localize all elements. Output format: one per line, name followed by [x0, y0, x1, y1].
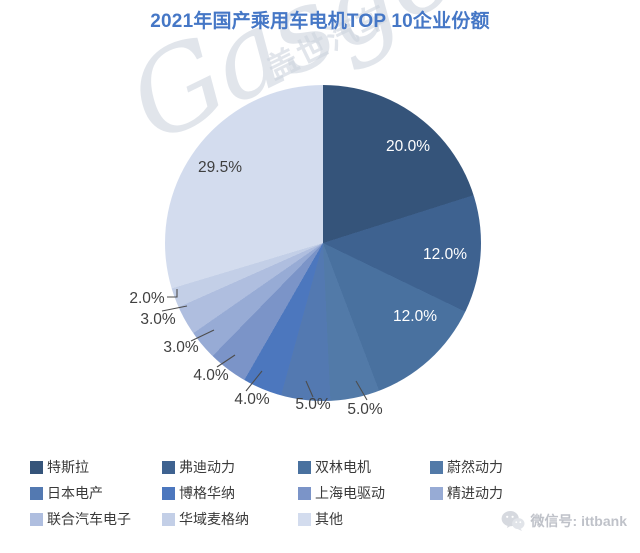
legend-label: 日本电产: [47, 485, 103, 501]
wechat-id: 微信号: ittbank: [530, 513, 627, 529]
legend-label: 双林电机: [315, 459, 371, 475]
legend-swatch: [430, 460, 443, 474]
legend-swatch: [298, 460, 311, 474]
legend-item: 双林电机: [298, 459, 430, 475]
leader-line: [161, 305, 188, 312]
pie-chart: [165, 85, 481, 401]
leader-line: [355, 380, 368, 401]
leader-line: [167, 289, 178, 298]
legend-swatch: [162, 486, 175, 500]
legend-label: 特斯拉: [47, 459, 89, 475]
slice-label: 5.0%: [295, 396, 331, 413]
legend-swatch: [30, 460, 43, 474]
legend-item: 弗迪动力: [162, 459, 298, 475]
legend-item: 上海电驱动: [298, 485, 430, 501]
slice-label: 5.0%: [347, 401, 383, 418]
legend-item: 博格华纳: [162, 485, 298, 501]
legend-swatch: [298, 486, 311, 500]
leader-line: [216, 354, 236, 368]
legend-label: 博格华纳: [179, 485, 235, 501]
slice-label: 12.0%: [423, 246, 467, 263]
slice-label: 3.0%: [140, 311, 176, 328]
legend-swatch: [298, 512, 311, 526]
leader-line: [305, 380, 314, 398]
legend-label: 弗迪动力: [179, 459, 235, 475]
legend-swatch: [430, 486, 443, 500]
legend-item: 华域麦格纳: [162, 511, 298, 527]
slice-label: 2.0%: [129, 290, 165, 307]
legend-item: 特斯拉: [30, 459, 162, 475]
legend-swatch: [30, 512, 43, 526]
legend-label: 华域麦格纳: [179, 511, 249, 527]
legend-item: 蔚然动力: [430, 459, 620, 475]
legend-swatch: [30, 486, 43, 500]
legend-label: 精进动力: [447, 485, 503, 501]
legend-item: 精进动力: [430, 485, 620, 501]
chart-legend: 特斯拉 弗迪动力 双林电机 蔚然动力日本电产 博格华纳 上海电驱动 精进动力联合汽车电子 华域…: [30, 459, 620, 527]
leader-line: [190, 329, 215, 342]
leader-line: [245, 370, 263, 392]
slice-label: 4.0%: [193, 367, 229, 384]
legend-swatch: [162, 512, 175, 526]
slice-label: 4.0%: [234, 391, 270, 408]
legend-label: 上海电驱动: [315, 485, 385, 501]
legend-item: 日本电产: [30, 485, 162, 501]
legend-swatch: [162, 460, 175, 474]
legend-label: 联合汽车电子: [47, 511, 131, 527]
slice-label: 12.0%: [393, 308, 437, 325]
legend-item: 其他: [298, 511, 430, 527]
chart-title: 2021年国产乘用车电机TOP 10企业份额: [150, 11, 490, 32]
slice-label: 20.0%: [386, 138, 430, 155]
legend-label: 其他: [315, 511, 343, 527]
wechat-footer: 微信号: ittbank: [501, 510, 627, 532]
legend-item: 联合汽车电子: [30, 511, 162, 527]
slice-label: 3.0%: [163, 339, 199, 356]
wechat-icon: [501, 511, 525, 531]
legend-label: 蔚然动力: [447, 459, 503, 475]
slice-label: 29.5%: [198, 159, 242, 176]
